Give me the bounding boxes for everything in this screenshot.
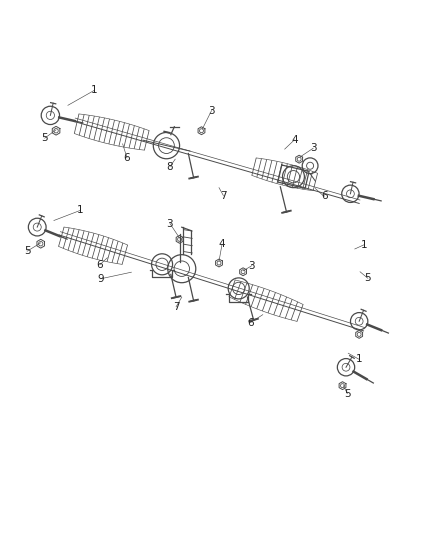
Text: 1: 1 <box>91 85 98 95</box>
Text: 6: 6 <box>247 318 254 328</box>
Text: 4: 4 <box>219 239 226 249</box>
Text: 6: 6 <box>321 191 328 201</box>
Text: 3: 3 <box>248 261 255 271</box>
Text: 7: 7 <box>173 302 180 312</box>
Text: 5: 5 <box>344 389 351 399</box>
Text: 3: 3 <box>208 106 215 116</box>
Text: 5: 5 <box>24 246 31 256</box>
Text: 5: 5 <box>41 133 48 143</box>
Text: 9: 9 <box>97 274 104 284</box>
Text: 5: 5 <box>364 273 371 284</box>
Text: 8: 8 <box>166 161 173 172</box>
Text: 6: 6 <box>124 153 131 163</box>
Text: 3: 3 <box>310 143 317 154</box>
Text: 3: 3 <box>166 219 173 229</box>
Text: 7: 7 <box>220 190 227 200</box>
Text: 6: 6 <box>96 260 103 270</box>
Text: 4: 4 <box>291 135 298 145</box>
Text: 1: 1 <box>356 354 363 365</box>
Text: 1: 1 <box>77 205 84 215</box>
Text: 1: 1 <box>361 240 368 249</box>
